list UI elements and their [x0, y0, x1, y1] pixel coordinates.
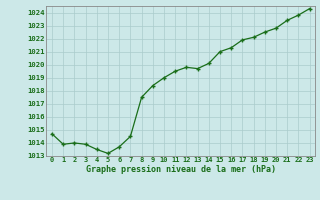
- X-axis label: Graphe pression niveau de la mer (hPa): Graphe pression niveau de la mer (hPa): [86, 165, 276, 174]
